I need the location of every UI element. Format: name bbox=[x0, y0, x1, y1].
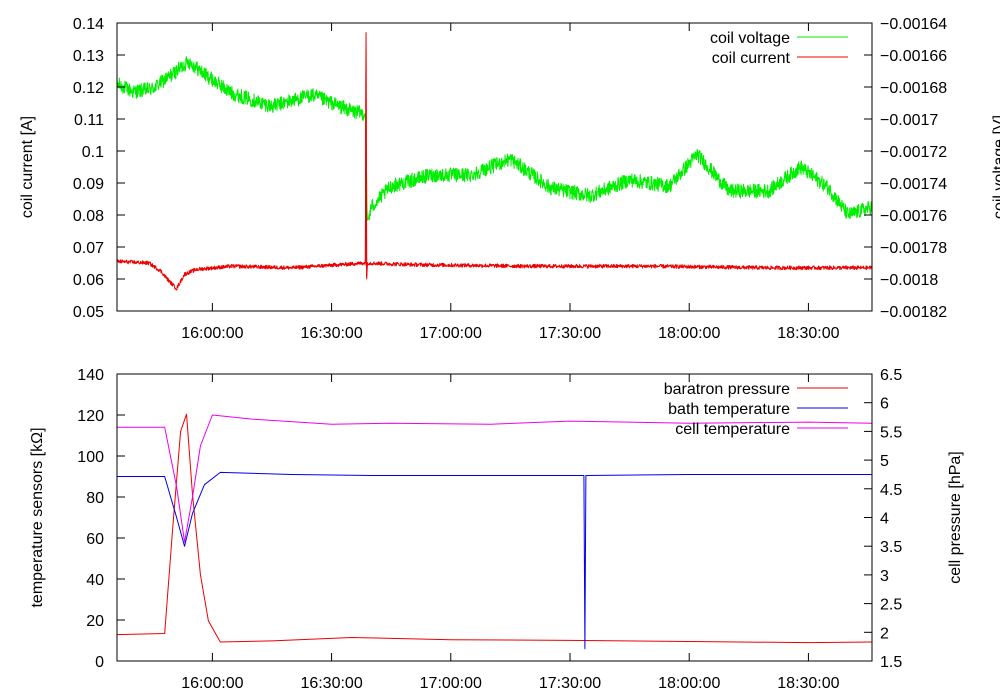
coil-ytick-left-label: 0.07 bbox=[73, 240, 104, 257]
coil-ytick-left-label: 0.11 bbox=[74, 112, 104, 129]
coil-xtick-label: 18:30:00 bbox=[777, 325, 839, 342]
sensor-ylabel-right: cell pressure [hPa] bbox=[947, 451, 964, 584]
coil-ytick-left-label: 0.14 bbox=[73, 16, 104, 33]
coil-ytick-left-label: 0.06 bbox=[73, 272, 104, 289]
coil-ytick-left-label: 0.13 bbox=[73, 48, 104, 65]
coil-plot-frame bbox=[116, 22, 873, 312]
coil-ytick-left-label: 0.12 bbox=[73, 80, 104, 97]
coil-legend-label: coil voltage bbox=[710, 30, 790, 47]
sensor-ytick-left-label: 0 bbox=[95, 654, 104, 671]
sensor-ytick-left-label: 100 bbox=[77, 449, 104, 466]
coil-xtick-label: 17:30:00 bbox=[539, 325, 601, 342]
coil-legend-label: coil current bbox=[712, 50, 791, 67]
sensor-ytick-right-label: 6.5 bbox=[880, 367, 902, 384]
sensor-legend-label: baratron pressure bbox=[664, 381, 790, 398]
coil-ytick-right-label: −0.0017 bbox=[880, 112, 938, 129]
sensor-ytick-right-label: 4.5 bbox=[880, 482, 902, 499]
coil-xtick-label: 17:00:00 bbox=[420, 325, 482, 342]
coil-ytick-right-label: −0.00182 bbox=[880, 304, 947, 321]
sensor-ytick-left-label: 120 bbox=[77, 408, 104, 425]
coil-ytick-right-label: −0.00176 bbox=[880, 208, 947, 225]
sensor-xtick-label: 16:30:00 bbox=[300, 675, 362, 692]
coil-series-1 bbox=[116, 32, 873, 291]
sensor-ytick-right-label: 2.5 bbox=[880, 597, 902, 614]
coil-ylabel-left: coil current [A] bbox=[19, 116, 36, 218]
sensor-ytick-right-label: 5.5 bbox=[880, 424, 902, 441]
sensor-xtick-label: 17:30:00 bbox=[539, 675, 601, 692]
sensor-xtick-label: 18:00:00 bbox=[658, 675, 720, 692]
sensor-series-0 bbox=[116, 413, 873, 644]
sensor-series-2 bbox=[117, 414, 873, 543]
coil-ytick-right-label: −0.00174 bbox=[880, 176, 947, 193]
coil-ytick-right-label: −0.00172 bbox=[880, 144, 947, 161]
sensor-ylabel-left: temperature sensors [kΩ] bbox=[29, 427, 46, 607]
sensor-xtick-label: 16:00:00 bbox=[181, 675, 243, 692]
coil-ytick-left-label: 0.09 bbox=[73, 176, 104, 193]
coil-ytick-right-label: −0.00164 bbox=[880, 16, 947, 33]
sensor-ytick-right-label: 4 bbox=[880, 511, 889, 528]
coil-ytick-right-label: −0.00166 bbox=[880, 48, 947, 65]
sensor-xtick-label: 18:30:00 bbox=[777, 675, 839, 692]
coil-ytick-right-label: −0.0018 bbox=[880, 272, 938, 289]
sensor-legend-label: cell temperature bbox=[675, 421, 790, 438]
sensor-ytick-right-label: 2 bbox=[880, 625, 889, 642]
sensor-ytick-left-label: 140 bbox=[77, 367, 104, 384]
sensor-ytick-right-label: 3 bbox=[880, 568, 889, 585]
coil-ytick-right-label: −0.00168 bbox=[880, 80, 947, 97]
sensor-ytick-right-label: 5 bbox=[880, 453, 889, 470]
coil-xtick-label: 18:00:00 bbox=[658, 325, 720, 342]
coil-ylabel-right: coil voltage [V] bbox=[991, 115, 1000, 219]
sensor-ytick-left-label: 40 bbox=[86, 572, 104, 589]
coil-series-1-spike bbox=[291, 32, 368, 280]
sensor-ytick-left-label: 80 bbox=[86, 490, 104, 507]
sensor-panel: 16:00:00 16:30:00 17:00:00 17:30:00 18:00:00… bbox=[29, 367, 964, 692]
sensor-ytick-right-label: 6 bbox=[880, 396, 889, 413]
sensor-series-1 bbox=[117, 471, 872, 650]
coil-panel: 16:00:00 16:30:00 17:00:00 17:30:00 18:00:00… bbox=[19, 16, 1000, 342]
coil-ytick-left-label: 0.1 bbox=[82, 144, 104, 161]
sensor-ytick-right-label: 3.5 bbox=[880, 539, 902, 556]
coil-ytick-left-label: 0.08 bbox=[73, 208, 104, 225]
sensor-xtick-label: 17:00:00 bbox=[420, 675, 482, 692]
sensor-legend-label: bath temperature bbox=[668, 401, 790, 418]
coil-xtick-label: 16:30:00 bbox=[300, 325, 362, 342]
coil-series-0 bbox=[116, 56, 873, 221]
sensor-ytick-left-label: 60 bbox=[86, 531, 104, 548]
coil-ytick-right-label: −0.00178 bbox=[880, 240, 947, 257]
coil-ytick-left-label: 0.05 bbox=[73, 304, 104, 321]
sensor-ytick-left-label: 20 bbox=[86, 613, 104, 630]
sensor-ytick-right-label: 1.5 bbox=[880, 654, 902, 671]
coil-xtick-label: 16:00:00 bbox=[181, 325, 243, 342]
